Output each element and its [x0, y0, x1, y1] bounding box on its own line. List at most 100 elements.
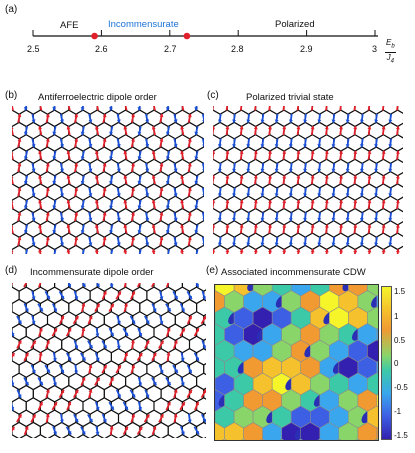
dipole-arrowhead	[232, 193, 237, 197]
tick-label: 3	[372, 44, 378, 54]
dipole-arrowhead	[303, 217, 308, 222]
dipole-arrowhead	[195, 401, 200, 406]
dipole-arrowhead	[23, 230, 28, 234]
dipole-arrowhead	[96, 283, 100, 288]
dipole-arrowhead	[145, 414, 150, 418]
dipole-arrowhead	[117, 394, 121, 398]
dipole-arrowhead	[194, 180, 199, 185]
cdw-cell	[355, 438, 361, 440]
afe-lattice	[12, 106, 204, 254]
hex-cell	[326, 244, 342, 254]
dipole-arrowhead	[38, 327, 43, 332]
dipole-arrowhead	[138, 332, 143, 337]
dipole-arrowhead	[94, 224, 99, 228]
dipole-arrowhead	[173, 119, 178, 123]
hex-cell	[125, 283, 141, 292]
dipole-arrowhead	[288, 193, 293, 197]
hex-cell	[25, 283, 41, 292]
dipole-arrowhead	[303, 242, 308, 246]
dipole-arrowhead	[116, 168, 121, 172]
dipole-arrowhead	[12, 406, 15, 411]
dipole-arrowhead	[159, 369, 164, 374]
hex-cell	[354, 106, 370, 115]
dipole-arrow	[12, 126, 14, 136]
dipole-arrowhead	[166, 352, 171, 356]
dipole-arrowhead	[80, 205, 85, 209]
dipole-arrowhead	[109, 131, 114, 136]
dipole-arrowhead	[17, 212, 22, 216]
panel-d-title: Incommensurate dipole order	[30, 267, 154, 278]
dipole-arrow	[367, 106, 371, 111]
dipole-arrowhead	[274, 119, 279, 123]
hex-cell	[340, 244, 356, 254]
dipole-arrowhead	[81, 327, 86, 332]
dipole-arrowhead	[288, 144, 293, 148]
dipole-arrowhead	[367, 249, 372, 253]
dipole-arrowhead	[109, 205, 114, 209]
dipole-arrowhead	[52, 180, 57, 185]
dipole-arrowhead	[395, 126, 400, 130]
dipole-arrowhead	[124, 426, 129, 431]
dipole-arrowhead	[239, 224, 244, 228]
dipole-arrowhead	[159, 163, 164, 167]
phase-boundary-dot	[183, 32, 191, 40]
dipole-arrowhead	[232, 144, 237, 148]
dipole-arrow	[153, 106, 156, 111]
dipole-arrowhead	[117, 291, 122, 295]
dipole-arrowhead	[123, 175, 128, 179]
dipole-arrowhead	[103, 365, 107, 369]
dipole-arrowhead	[296, 126, 301, 130]
dipole-arrow	[195, 249, 199, 254]
dipole-arrow	[225, 106, 229, 111]
dipole-arrowhead	[12, 151, 14, 154]
dipole-arrowhead	[395, 249, 400, 253]
dipole-arrowhead	[151, 224, 156, 228]
dipole-arrowhead	[124, 332, 129, 337]
dipole-arrowhead	[67, 401, 72, 406]
dipole-arrowhead	[317, 144, 322, 148]
dipole-arrowhead	[74, 138, 79, 142]
dipole-arrowhead	[145, 320, 150, 324]
hex-cell	[110, 244, 127, 254]
dipole-arrowhead	[165, 180, 170, 185]
dipole-arrowhead	[138, 426, 143, 431]
dipole-arrowhead	[96, 377, 100, 382]
dipole-arrowhead	[102, 113, 107, 118]
dipole-arrowhead	[167, 381, 171, 386]
hex-cell	[147, 434, 161, 438]
hex-cell	[368, 106, 384, 115]
dipole-arrowhead	[217, 144, 222, 148]
dipole-arrowhead	[117, 365, 121, 369]
dipole-arrowhead	[339, 175, 344, 179]
hex-cell	[240, 106, 257, 115]
dipole-arrowhead	[232, 119, 237, 123]
hex-cell	[196, 323, 206, 342]
dipole-arrowhead	[159, 138, 164, 142]
dipole-arrow	[282, 106, 285, 111]
hex-cell	[196, 372, 206, 391]
dipole-arrowhead	[67, 328, 72, 332]
dipole-arrowhead	[232, 242, 237, 246]
cdw-bond	[378, 376, 379, 392]
dipole-arrowhead	[353, 224, 358, 228]
dipole-arrowhead	[282, 150, 287, 154]
dipole-arrowhead	[12, 176, 14, 179]
dipole-arrowhead	[359, 144, 364, 148]
dipole-arrowhead	[268, 249, 273, 253]
dipole-arrow	[325, 106, 328, 111]
dipole-arrowhead	[317, 242, 322, 246]
hex-cell	[39, 283, 56, 292]
dipole-arrowhead	[31, 193, 36, 197]
dipole-arrowhead	[296, 175, 301, 179]
dipole-arrow	[166, 283, 170, 288]
dipole-arrowhead	[46, 295, 50, 300]
dipole-arrowhead	[388, 193, 393, 197]
dipole-arrowhead	[80, 180, 85, 185]
hex-cell	[226, 106, 242, 115]
dipole-arrowhead	[282, 126, 287, 130]
dipole-arrowhead	[359, 242, 364, 246]
hex-cell	[189, 434, 204, 438]
dipole-arrowhead	[374, 217, 379, 222]
dipole-arrowhead	[137, 156, 142, 160]
dipole-arrowhead	[381, 199, 386, 204]
